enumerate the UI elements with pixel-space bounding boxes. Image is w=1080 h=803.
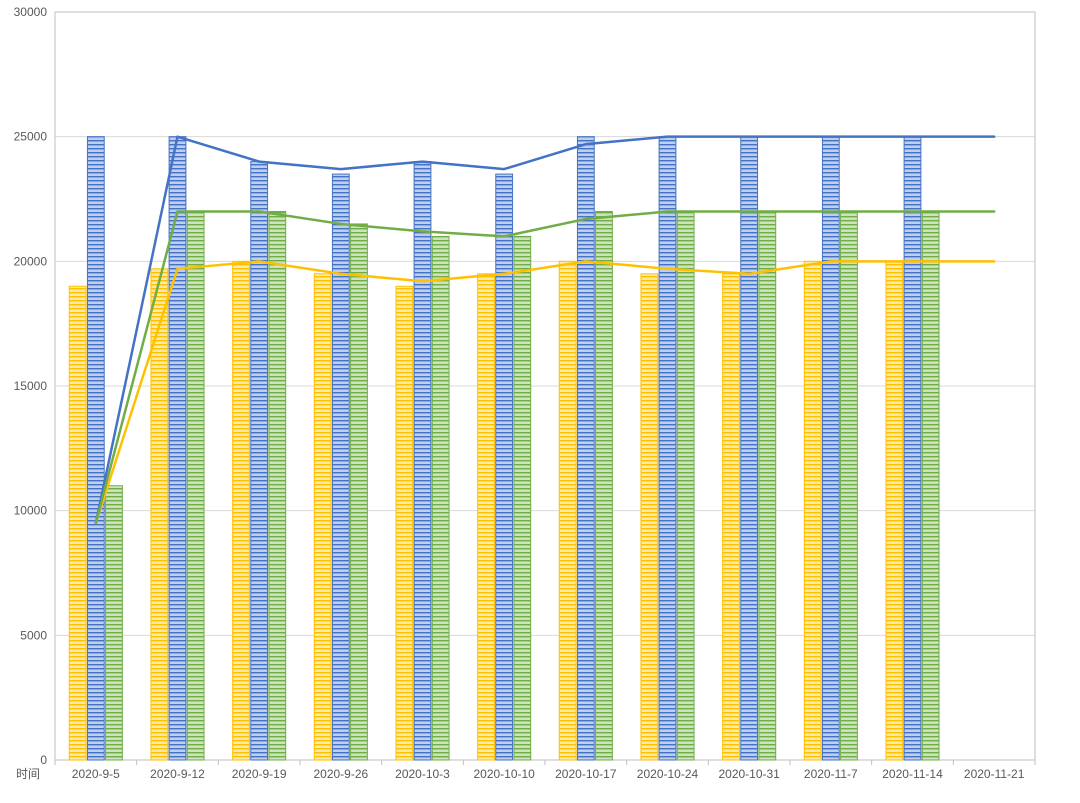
x-tick-label: 2020-9-26: [313, 767, 368, 781]
bar-series-green: [596, 211, 613, 760]
bar-series-blue: [251, 162, 268, 760]
bar-series-blue: [577, 137, 594, 760]
bar-series-yellow: [69, 286, 86, 760]
bar-series-blue: [659, 137, 676, 760]
bar-series-blue: [822, 137, 839, 760]
x-tick-label: 2020-9-19: [232, 767, 287, 781]
bar-series-blue: [87, 137, 104, 760]
y-tick-label: 10000: [14, 504, 48, 518]
bar-series-green: [759, 211, 776, 760]
bar-series-yellow: [641, 274, 658, 760]
x-tick-label: 2020-10-31: [718, 767, 780, 781]
bar-series-blue: [904, 137, 921, 760]
bar-series-yellow: [804, 261, 821, 760]
x-tick-label: 2020-10-17: [555, 767, 617, 781]
bar-series-green: [514, 236, 531, 760]
bar-series-green: [841, 211, 858, 760]
bar-series-green: [677, 211, 694, 760]
y-tick-label: 30000: [14, 5, 48, 19]
y-tick-label: 25000: [14, 130, 48, 144]
bar-series-blue: [741, 137, 758, 760]
chart-svg: 0 5000 10000 15000 20000 25000 30000 2020-9-5 20…: [0, 0, 1080, 803]
bar-series-yellow: [478, 274, 495, 760]
y-tick-label: 20000: [14, 254, 48, 268]
bar-series-blue: [414, 162, 431, 760]
bar-series-yellow: [723, 274, 740, 760]
bar-series-green: [351, 224, 368, 760]
bar-series-blue: [332, 174, 349, 760]
x-tick-label: 2020-10-24: [637, 767, 699, 781]
x-tick-label: 2020-10-10: [473, 767, 535, 781]
chart-container: 0 5000 10000 15000 20000 25000 30000 2020-9-5 20…: [0, 0, 1080, 803]
bar-series-yellow: [233, 261, 250, 760]
bar-series-green: [432, 236, 449, 760]
x-axis-title: 时间: [16, 767, 40, 781]
y-tick-label: 0: [40, 753, 47, 767]
bar-series-green: [187, 211, 204, 760]
x-tick-label: 2020-11-14: [882, 767, 943, 781]
x-tick-label: 2020-9-12: [150, 767, 205, 781]
bar-series-blue: [496, 174, 513, 760]
bar-series-yellow: [314, 274, 331, 760]
y-tick-label: 15000: [14, 379, 48, 393]
x-tick-label: 2020-11-7: [804, 767, 858, 781]
x-tick-label: 2020-9-5: [72, 767, 120, 781]
y-tick-label: 5000: [20, 628, 47, 642]
x-tick-label: 2020-10-3: [395, 767, 450, 781]
bar-series-green: [106, 486, 123, 760]
bar-series-yellow: [886, 261, 903, 760]
bar-series-yellow: [396, 286, 413, 760]
bar-series-green: [269, 211, 286, 760]
bar-series-green: [922, 211, 939, 760]
x-tick-label: 2020-11-21: [964, 767, 1025, 781]
bar-series-yellow: [559, 261, 576, 760]
